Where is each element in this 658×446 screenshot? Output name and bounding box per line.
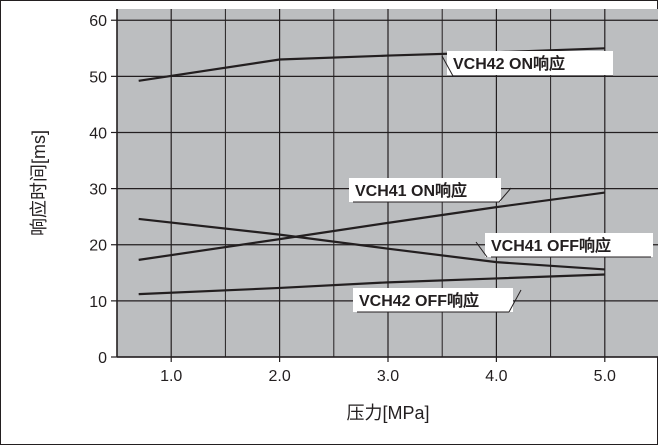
series-lines [138, 47, 605, 296]
y-tick-label: 50 [89, 69, 107, 86]
series-line [138, 47, 605, 82]
x-tick-label: 1.0 [160, 368, 182, 385]
y-tick-label: 30 [89, 182, 107, 199]
y-tick-label: 0 [98, 350, 107, 367]
series-line [138, 217, 605, 271]
y-tick-label: 60 [89, 13, 107, 30]
annotation-leader [441, 55, 454, 77]
series-label: VCH42 OFF响应 [359, 291, 479, 310]
series-line [138, 191, 605, 261]
annotation-leader [498, 187, 512, 203]
series-label: VCH42 ON响应 [453, 54, 565, 73]
tick-labels: 0 10 20 30 40 50 60 1.0 2.0 3.0 4.0 5.0 [89, 13, 616, 385]
y-tick-label: 10 [89, 294, 107, 311]
y-tick-label: 40 [89, 125, 107, 142]
x-tick-label: 3.0 [377, 368, 399, 385]
annotation-background [353, 288, 513, 312]
annotation-leader [475, 241, 488, 258]
annotation-background [485, 233, 653, 257]
x-tick-label: 4.0 [485, 368, 507, 385]
y-tick-label: 20 [89, 238, 107, 255]
annotation-background [349, 178, 501, 202]
x-tick-label: 2.0 [268, 368, 290, 385]
series-label: VCH41 ON响应 [355, 181, 467, 200]
annotation-leader [508, 289, 522, 313]
series-label: VCH41 OFF响应 [491, 236, 611, 255]
y-axis-title: 响应时间[ms] [29, 130, 49, 236]
series-line [138, 273, 605, 296]
x-tick-label: 5.0 [594, 368, 616, 385]
annotation-background [447, 51, 613, 75]
x-axis-title: 压力[MPa] [346, 403, 429, 423]
series-annotations: VCH42 ON响应 VCH41 ON响应 VCH41 OFF响应 VCH42 OFF… [349, 51, 653, 313]
